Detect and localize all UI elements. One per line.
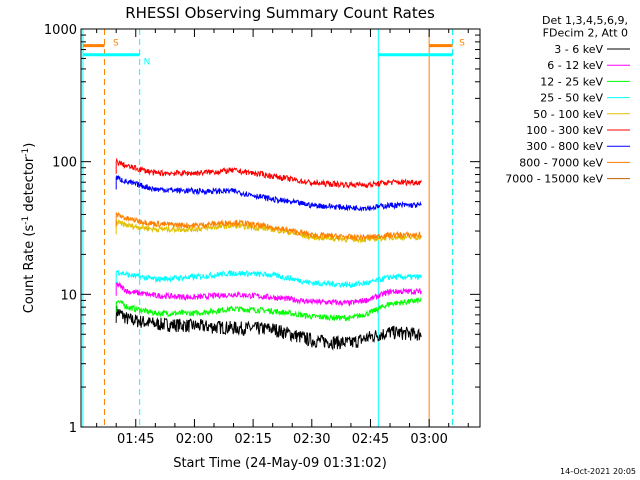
y-axis-label-part3: ): [22, 143, 37, 148]
timestamp: 14-Oct-2021 20:05: [560, 467, 636, 476]
x-tick-label-0: 01:45: [117, 432, 154, 447]
flag-label-0: S: [113, 39, 119, 49]
y-axis-label-part1: Count Rate (s: [22, 225, 37, 314]
legend-label-8: 7000 - 15000 keV: [505, 173, 603, 186]
flag-label-2: N: [144, 58, 151, 68]
legend-label-2: 12 - 25 keV: [540, 75, 603, 88]
x-tick-label-2: 02:15: [234, 432, 271, 447]
y-tick-label-1: 10: [60, 288, 77, 303]
x-tick-label-1: 02:00: [176, 432, 213, 447]
series-line-2: [115, 297, 422, 322]
y-tick-label-0: 1: [69, 421, 77, 436]
legend-label-1: 6 - 12 keV: [547, 59, 603, 72]
series-line-1: [115, 281, 422, 307]
x-tick-label-3: 02:30: [293, 432, 330, 447]
series-line-7: [115, 211, 422, 242]
series-line-3: [115, 269, 422, 289]
x-tick-label-5: 03:00: [410, 432, 447, 447]
legend-label-3: 25 - 50 keV: [540, 92, 603, 105]
legend-label-4: 50 - 100 keV: [533, 108, 603, 121]
chart-title: RHESSI Observing Summary Count Rates: [125, 4, 435, 22]
legend-label-7: 800 - 7000 keV: [519, 156, 603, 169]
series-line-0: [115, 305, 422, 351]
flag-label-1: S: [459, 39, 465, 49]
series-line-5: [115, 157, 422, 189]
x-axis-label: Start Time (24-May-09 01:31:02): [173, 456, 387, 471]
legend-label-6: 300 - 800 keV: [526, 140, 603, 153]
y-tick-label-2: 100: [52, 156, 77, 171]
legend-label-0: 3 - 6 keV: [554, 43, 603, 56]
y-axis-label-sup2: -1: [21, 148, 31, 157]
legend-label-5: 100 - 300 keV: [526, 124, 603, 137]
y-axis-label-sup1: -1: [21, 216, 31, 225]
plot-frame: [80, 28, 481, 428]
x-tick-label-4: 02:45: [352, 432, 389, 447]
legend-header-1: FDecim 2, Att 0: [543, 27, 628, 40]
series-line-6: [115, 174, 422, 213]
y-axis-label-part2: detector: [22, 156, 37, 216]
legend-header-0: Det 1,3,4,5,6,9,: [542, 14, 628, 27]
y-axis-label: Count Rate (s-1 detector-1): [21, 143, 37, 314]
y-tick-label-3: 1000: [44, 23, 77, 38]
